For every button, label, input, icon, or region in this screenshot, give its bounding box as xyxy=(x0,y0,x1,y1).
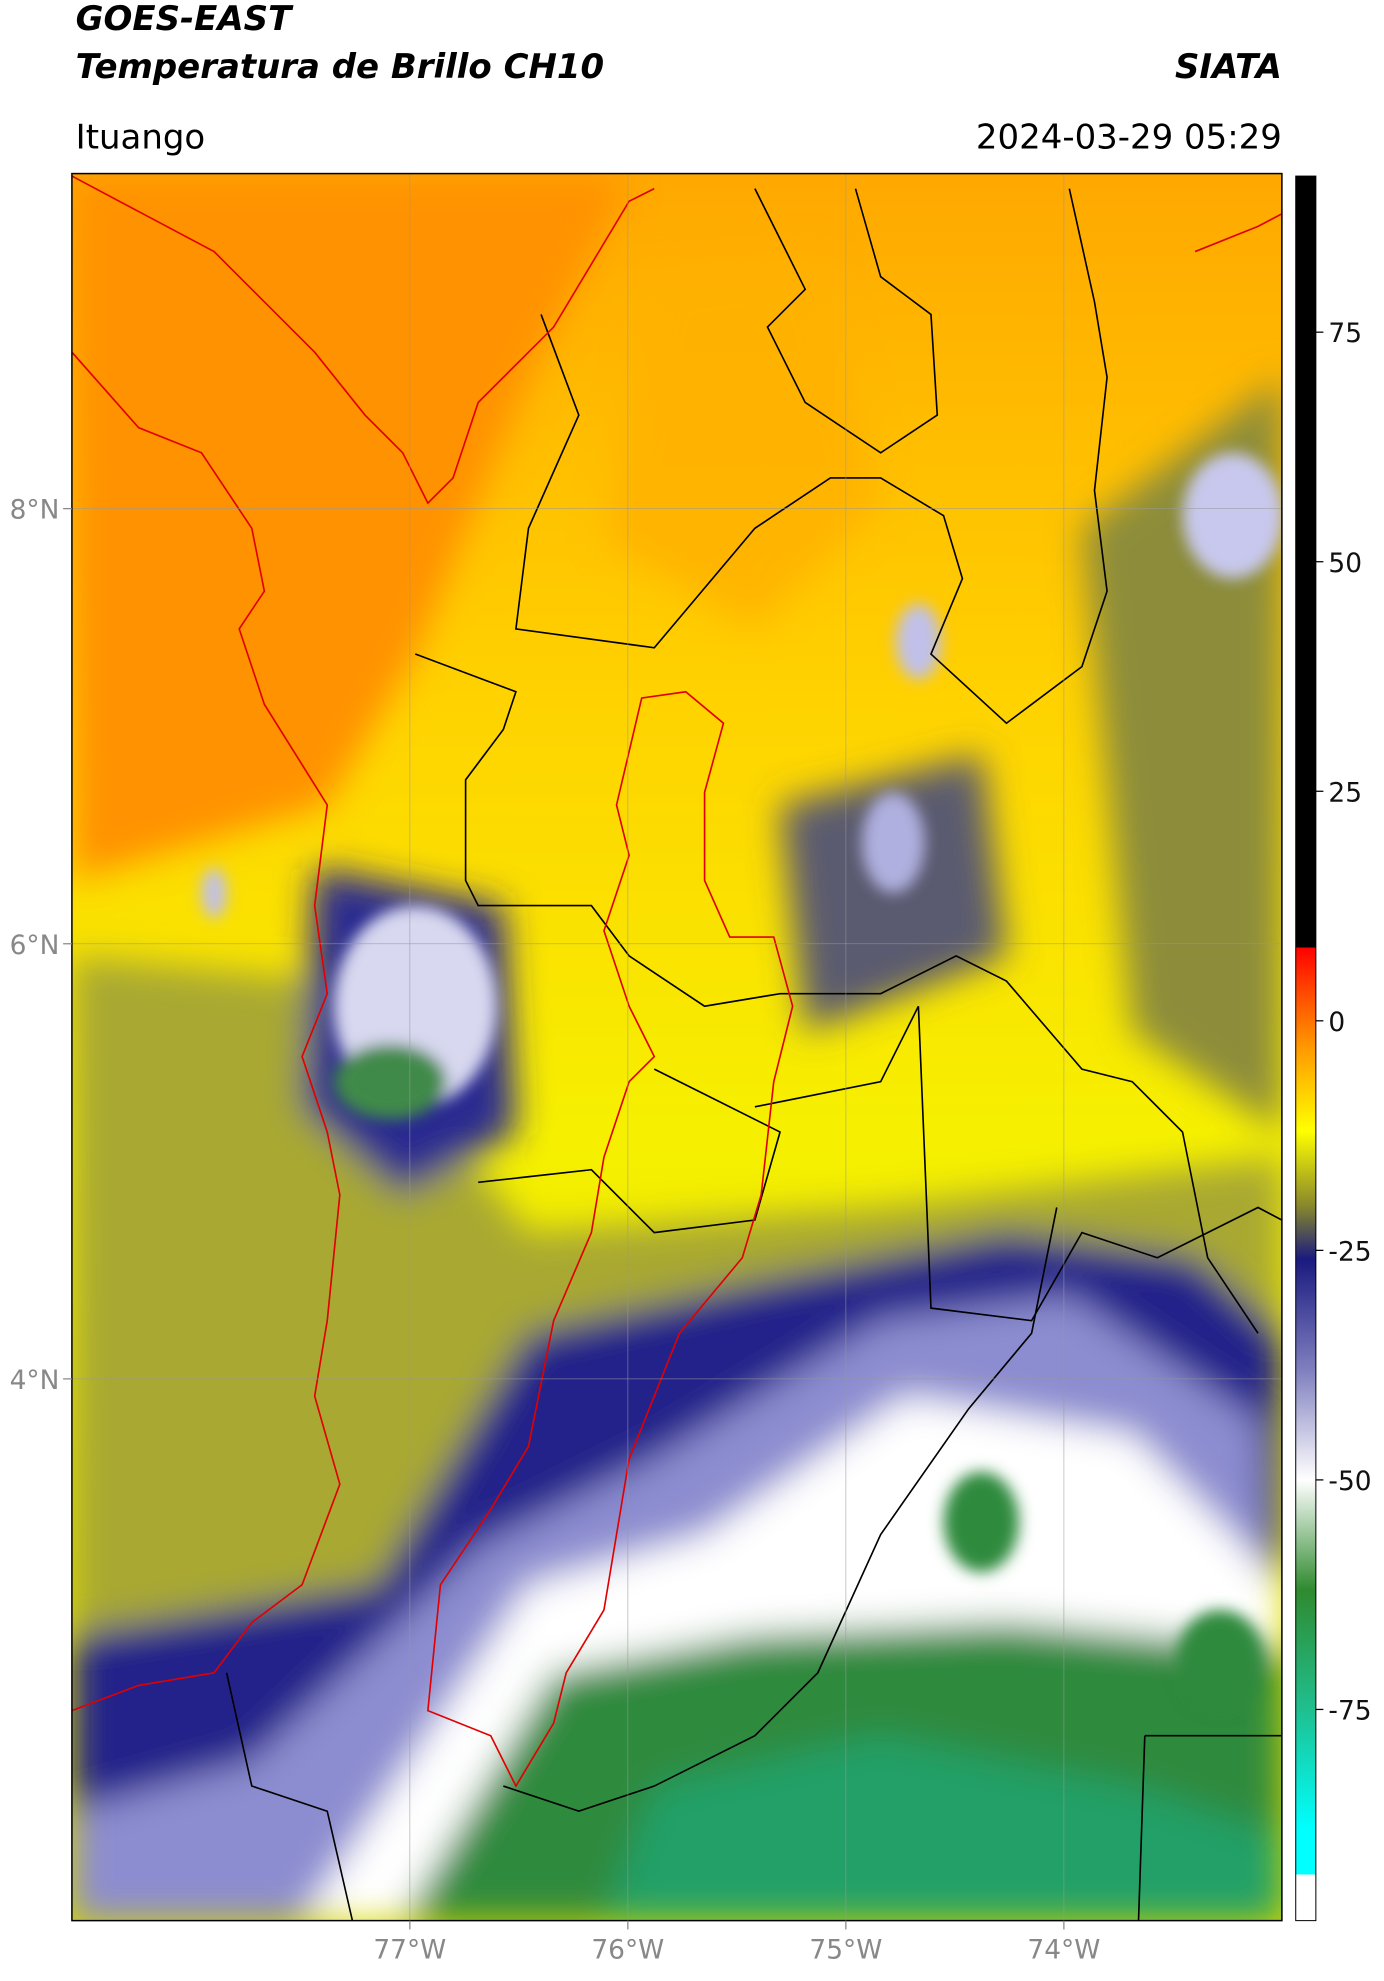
x-tick-label: 75°W xyxy=(809,1934,882,1965)
x-tick-label: 77°W xyxy=(373,1934,446,1965)
source: SIATA xyxy=(1175,47,1282,87)
colorbar xyxy=(1295,175,1317,1922)
satellite-image xyxy=(71,173,1282,1921)
region-outline xyxy=(71,175,1282,1788)
x-tick-label: 76°W xyxy=(591,1934,664,1965)
colorbar-tick-label: -50 xyxy=(1328,1466,1371,1497)
datetime: 2024-03-29 05:29 xyxy=(976,117,1282,157)
colorbar-tick-label: 75 xyxy=(1328,318,1362,349)
colorbar-tick-label: 0 xyxy=(1328,1007,1345,1038)
colorbar-tick-label: 25 xyxy=(1328,777,1362,808)
x-tick-label: 74°W xyxy=(1027,1934,1100,1965)
title: GOES-EAST xyxy=(76,0,294,39)
y-tick-label: 6°N xyxy=(10,930,60,961)
subtitle: Temperatura de Brillo CH10 xyxy=(76,47,604,87)
y-tick-label: 4°N xyxy=(10,1365,60,1396)
colorbar-tick-label: -75 xyxy=(1328,1696,1371,1727)
map-frame xyxy=(71,172,1283,1922)
colorbar-tick-label: -25 xyxy=(1328,1236,1371,1267)
location: Ituango xyxy=(76,117,206,157)
colorbar-tick-label: 50 xyxy=(1328,548,1362,579)
y-tick-label: 8°N xyxy=(10,495,60,526)
grid xyxy=(71,173,1282,1921)
boundaries xyxy=(225,188,1282,1921)
